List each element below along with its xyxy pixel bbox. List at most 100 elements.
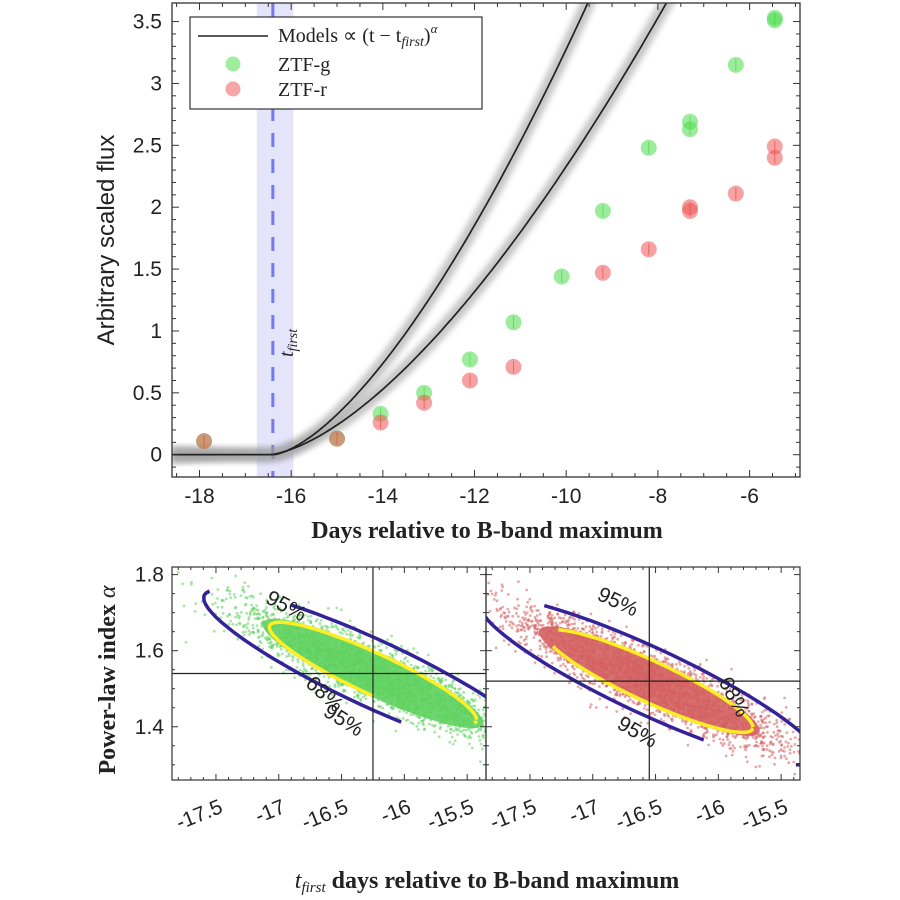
sample-point <box>182 604 186 608</box>
sample-point <box>470 746 474 750</box>
sample-point <box>291 659 294 662</box>
sample-point <box>297 616 300 620</box>
sample-point <box>750 712 753 716</box>
sample-point <box>389 706 393 710</box>
sample-point <box>521 763 524 766</box>
sample-point <box>662 713 666 716</box>
sample-point <box>605 705 609 709</box>
sample-point <box>528 726 531 729</box>
sample-point <box>275 642 278 646</box>
sample-point <box>553 616 557 620</box>
sample-point <box>426 665 430 669</box>
sample-point <box>715 733 718 737</box>
x-axis-title: Days relative to B-band maximum <box>311 518 663 544</box>
sample-point <box>607 619 611 623</box>
sample-point <box>490 743 493 746</box>
sample-point <box>496 714 499 717</box>
sample-point <box>260 624 264 628</box>
sample-point <box>500 589 504 592</box>
sample-point <box>270 598 273 601</box>
sample-point <box>476 729 480 733</box>
sample-point <box>733 695 736 698</box>
sample-point <box>379 649 383 653</box>
sample-point <box>600 631 604 635</box>
sample-point <box>297 619 300 623</box>
sample-point <box>479 760 482 763</box>
sample-point <box>301 662 305 666</box>
sample-point <box>266 638 269 642</box>
sample-point <box>733 736 737 739</box>
sample-point <box>314 691 317 694</box>
sample-point <box>322 675 326 678</box>
sample-point <box>805 749 808 752</box>
sample-point <box>733 746 736 750</box>
sample-point <box>498 625 502 629</box>
sample-point <box>505 704 508 707</box>
sample-point <box>779 754 783 758</box>
sample-point <box>190 582 193 586</box>
sample-point <box>343 630 347 633</box>
sample-point <box>573 618 577 621</box>
sample-point <box>265 598 268 602</box>
sample-point <box>720 692 723 695</box>
sample-point <box>417 666 420 669</box>
sample-point <box>728 687 732 691</box>
sample-point <box>502 758 505 761</box>
sample-point <box>815 746 818 749</box>
sample-point <box>497 701 500 704</box>
sample-point <box>490 592 494 596</box>
sample-point <box>791 780 794 783</box>
sample-point <box>311 667 314 670</box>
sample-point <box>693 668 697 672</box>
sample-point <box>809 763 812 766</box>
sample-point <box>184 640 188 644</box>
sample-point <box>532 735 535 738</box>
sample-point <box>754 735 758 738</box>
sample-point <box>330 625 333 629</box>
sample-point <box>399 659 403 663</box>
sample-point <box>495 599 499 603</box>
sample-point <box>533 616 537 619</box>
sample-point <box>643 704 647 707</box>
sample-point <box>409 713 413 716</box>
sample-point <box>302 621 305 624</box>
sample-point <box>495 728 498 731</box>
sample-point <box>830 743 833 746</box>
sample-point <box>747 709 751 713</box>
sample-point <box>239 611 243 614</box>
sample-point <box>257 644 261 648</box>
sample-point <box>228 613 232 617</box>
sample-point <box>252 606 255 610</box>
sample-point <box>761 710 764 714</box>
sample-point <box>459 693 463 697</box>
sample-point <box>528 625 532 629</box>
sample-point <box>616 690 619 693</box>
sample-point <box>494 646 498 650</box>
sample-point <box>437 679 441 683</box>
sample-point <box>499 761 502 764</box>
sample-point <box>487 730 490 733</box>
sample-point <box>705 736 709 740</box>
sample-point <box>759 733 763 736</box>
sample-point <box>475 599 478 602</box>
sample-point <box>497 741 500 744</box>
sample-point <box>600 627 604 631</box>
sample-point <box>309 621 313 625</box>
sample-point <box>505 727 508 730</box>
sample-point <box>430 669 434 673</box>
sample-point <box>297 603 301 607</box>
sample-point <box>216 605 220 609</box>
sample-point <box>731 734 735 738</box>
sample-point <box>296 658 300 661</box>
sample-point <box>253 617 257 621</box>
sample-point <box>301 664 305 668</box>
sample-point <box>498 741 501 744</box>
sample-point <box>398 710 401 713</box>
sample-point <box>428 667 432 671</box>
sample-point <box>331 693 334 697</box>
sample-point <box>694 676 698 680</box>
sample-point <box>447 685 451 689</box>
sample-point <box>826 756 829 759</box>
sample-point <box>658 710 661 714</box>
sample-point <box>386 638 389 642</box>
